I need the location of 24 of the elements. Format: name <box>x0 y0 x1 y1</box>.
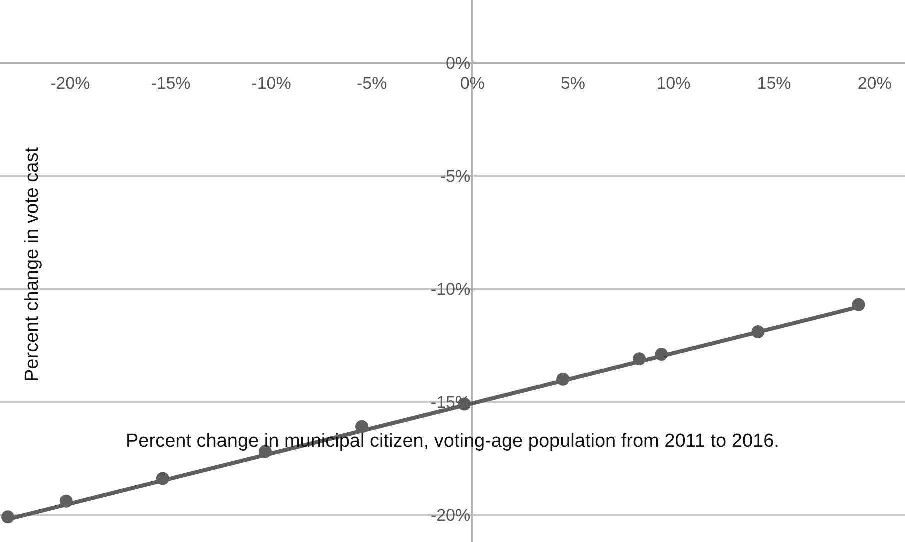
y-tick-label: 0% <box>446 54 471 74</box>
point <box>556 372 570 386</box>
point <box>356 420 368 434</box>
x-tick-label: 15% <box>757 74 792 94</box>
point <box>655 348 668 362</box>
x-tick-label: 20% <box>858 74 892 94</box>
point <box>852 298 866 312</box>
point <box>752 325 765 338</box>
y-tick-label: -5% <box>440 167 471 186</box>
point <box>60 494 73 508</box>
y-tick-label: -20% <box>430 506 471 525</box>
point <box>258 445 272 458</box>
x-tick-label: 5% <box>560 74 586 94</box>
point <box>2 510 15 524</box>
point <box>633 352 646 366</box>
x-tick-label: -5% <box>356 74 388 94</box>
x-tick-label: -10% <box>252 74 292 94</box>
x-tick-label: 0% <box>460 74 485 94</box>
point <box>156 472 170 486</box>
y-tick-label: -10% <box>430 280 471 300</box>
y-axis-title: Percent change in vote cast <box>22 146 43 382</box>
x-tick-label: -15% <box>151 74 191 94</box>
x-tick-label: 10% <box>656 74 691 94</box>
x-tick-label: -20% <box>50 74 90 94</box>
